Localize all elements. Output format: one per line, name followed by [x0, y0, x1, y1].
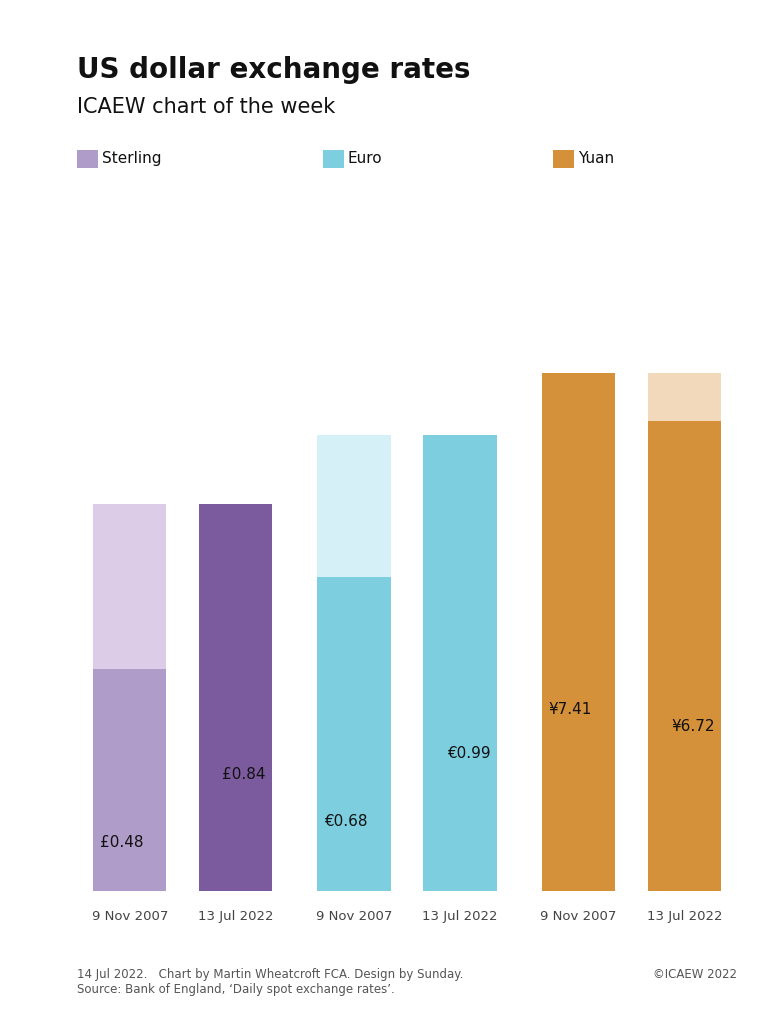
Text: US dollar exchange rates: US dollar exchange rates	[77, 56, 470, 84]
Text: 13 Jul 2022: 13 Jul 2022	[422, 910, 498, 924]
Text: ¥6.72: ¥6.72	[671, 719, 714, 734]
Bar	[647, 373, 721, 421]
Text: 9 Nov 2007: 9 Nov 2007	[91, 910, 168, 924]
Text: £0.48: £0.48	[100, 835, 143, 850]
Text: +75%: +75%	[104, 578, 155, 596]
Text: +45%: +45%	[329, 497, 379, 515]
Bar	[199, 504, 273, 891]
Text: 13 Jul 2022: 13 Jul 2022	[198, 910, 273, 924]
Bar	[93, 670, 167, 891]
Text: 9 Nov 2007: 9 Nov 2007	[316, 910, 392, 924]
Bar	[541, 373, 615, 891]
Bar	[423, 434, 497, 891]
Text: Yuan: Yuan	[578, 152, 614, 166]
Bar	[317, 578, 391, 891]
Bar	[647, 421, 721, 891]
Text: Sterling: Sterling	[102, 152, 161, 166]
Text: ICAEW chart of the week: ICAEW chart of the week	[77, 97, 335, 118]
Text: £0.84: £0.84	[223, 767, 266, 782]
Text: ©ICAEW 2022: ©ICAEW 2022	[654, 968, 737, 981]
Bar	[317, 434, 391, 578]
Text: 9 Nov 2007: 9 Nov 2007	[540, 910, 617, 924]
Text: ¥7.41: ¥7.41	[548, 702, 591, 717]
Bar	[93, 504, 167, 670]
Text: 14 Jul 2022.   Chart by Martin Wheatcroft FCA. Design by Sunday.
Source: Bank of: 14 Jul 2022. Chart by Martin Wheatcroft …	[77, 968, 463, 995]
Text: €0.68: €0.68	[324, 814, 367, 829]
Text: -9%: -9%	[668, 388, 700, 407]
Text: 13 Jul 2022: 13 Jul 2022	[647, 910, 722, 924]
Text: Euro: Euro	[348, 152, 382, 166]
Text: €0.99: €0.99	[446, 746, 490, 762]
